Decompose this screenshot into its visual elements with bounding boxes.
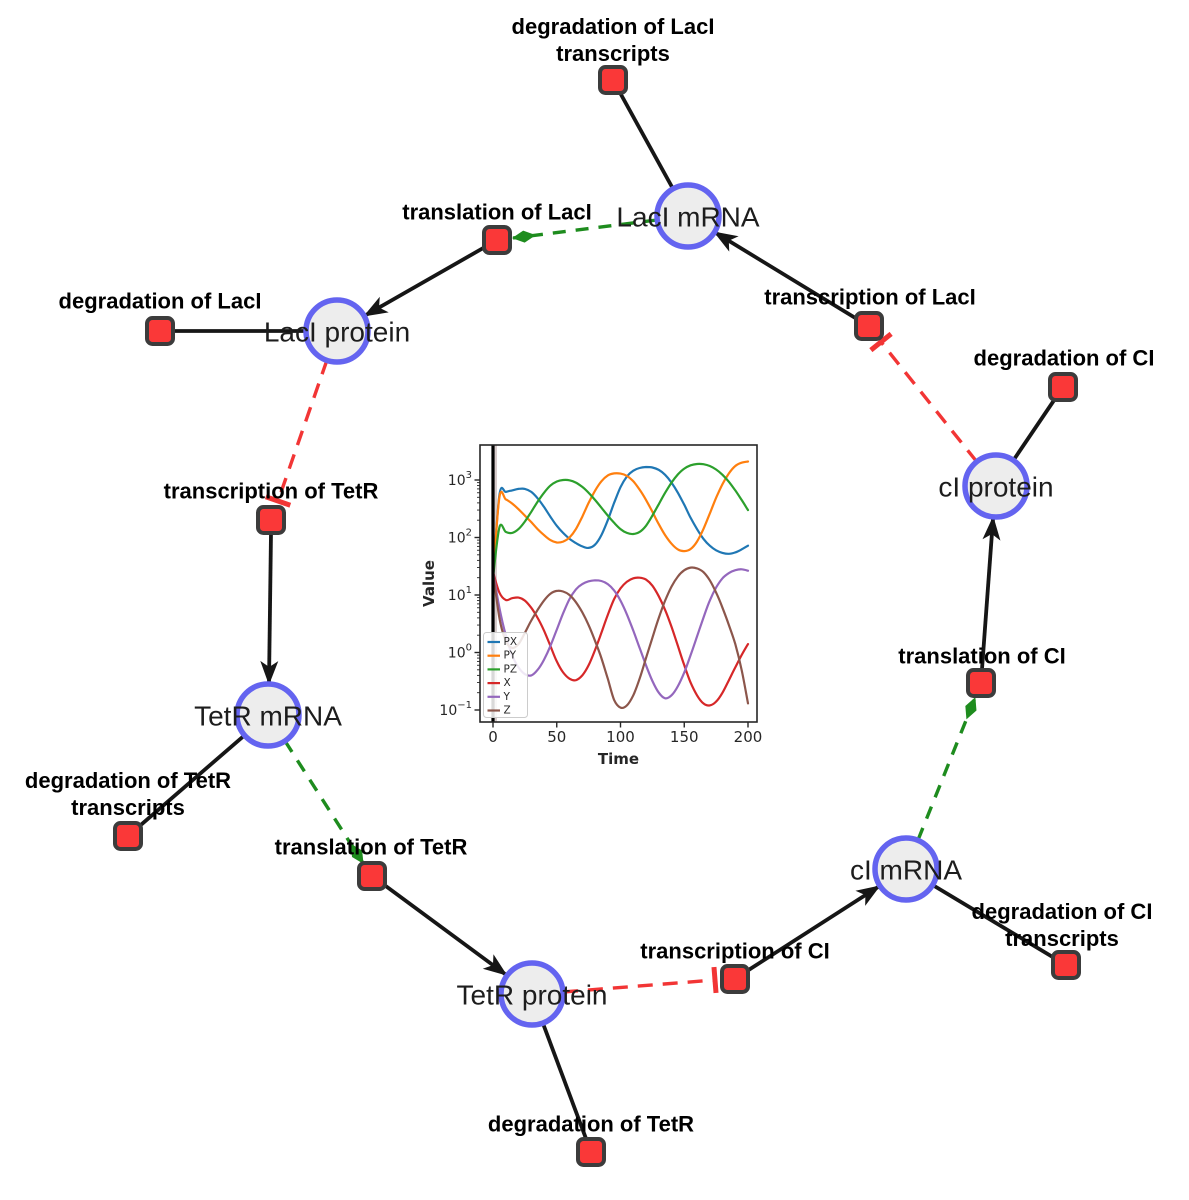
species-node-laci-mrna (654, 182, 722, 250)
chart-series-PZ (491, 462, 750, 579)
chart-y-tick-label: 101 (448, 585, 472, 604)
reaction-label-transcription-ci: transcription of CI (640, 939, 829, 964)
chart-series-PY (491, 460, 750, 579)
legend-label-PY: PY (504, 650, 517, 662)
edge-arrow-translation-ci-to-ci-protein (980, 516, 1001, 670)
species-node-tetr-protein (498, 960, 566, 1028)
reaction-node-transcription-ci (720, 964, 750, 994)
chart-y-tick-label: 100 (448, 643, 472, 662)
edge-arrow-translation-tetr-to-tetr-protein (381, 882, 508, 976)
edge-arrow-translation-laci-to-laci-protein (363, 245, 486, 317)
reaction-label-deg-tetr-transcripts: degradation of TetR transcripts (25, 768, 231, 820)
chart-x-axis-label: Time (598, 750, 639, 768)
reaction-node-deg-tetr-transcripts (113, 821, 143, 851)
chart-x-tick-label: 50 (547, 728, 566, 746)
reaction-node-translation-tetr (357, 861, 387, 891)
reaction-node-transcription-laci (854, 311, 884, 341)
reaction-node-deg-tetr (576, 1137, 606, 1167)
legend-label-PZ: PZ (504, 663, 518, 675)
chart-x-tick-label: 200 (734, 728, 763, 746)
reaction-label-deg-ci-transcripts: degradation of CI transcripts (972, 899, 1153, 951)
reaction-node-deg-laci (145, 316, 175, 346)
species-label-tetr-protein: TetR protein (457, 980, 608, 1011)
edge-modifier-tetr-mrna-to-translation-tetr (283, 740, 365, 864)
reaction-node-deg-ci (1048, 372, 1078, 402)
chart-curves (491, 460, 750, 710)
chart-x-tick-label: 150 (670, 728, 699, 746)
species-label-laci-protein: LacI protein (264, 317, 410, 348)
reaction-label-deg-laci: degradation of LacI (59, 289, 262, 314)
legend-label-X: X (504, 677, 511, 689)
chart-series-Y (491, 568, 750, 700)
nodes-layer (113, 65, 1081, 1167)
reaction-node-translation-laci (482, 225, 512, 255)
reaction-label-deg-laci-transcripts: degradation of LacI transcripts (512, 14, 715, 66)
inset-chart: 0 50 100 150 20010−1100101102103TimeValuePXP… (420, 444, 763, 768)
species-label-laci-mrna: LacI mRNA (616, 202, 759, 233)
reaction-label-deg-tetr: degradation of TetR (488, 1112, 694, 1137)
legend-label-Z: Z (504, 705, 511, 717)
legend-label-Y: Y (503, 691, 511, 703)
reaction-node-translation-ci (966, 668, 996, 698)
chart-x-tick-label: 100 (606, 728, 635, 746)
chart-axes-box (479, 444, 758, 723)
edge-inhibition-ci-protein-to-transcription-laci (869, 331, 979, 464)
reaction-node-deg-laci-transcripts (598, 65, 628, 95)
edge-inhibition-tetr-protein-to-transcription-ci (562, 966, 719, 994)
species-label-ci-mrna: cI mRNA (850, 855, 962, 886)
edge-arrow-transcription-tetr-to-tetr-mrna (260, 532, 279, 685)
species-label-ci-protein: cI protein (938, 472, 1053, 503)
chart-y-tick-label: 102 (448, 528, 472, 547)
chart-y-axis-label: Value (420, 560, 438, 607)
reaction-label-transcription-laci: transcription of LacI (764, 285, 975, 310)
chart-series-X (491, 571, 750, 707)
chart-x-tick-label: 0 (488, 728, 498, 746)
chart-y-tick-label: 10−1 (439, 700, 472, 719)
species-node-tetr-mrna (234, 681, 302, 749)
reaction-label-transcription-tetr: transcription of TetR (164, 479, 379, 504)
reaction-node-transcription-tetr (256, 505, 286, 535)
chart-series-PX (491, 465, 750, 579)
labels-layer: LacI mRNA LacI protein TetR mRNA TetR prote… (25, 14, 1155, 1137)
species-label-tetr-mrna: TetR mRNA (194, 701, 342, 732)
reaction-label-translation-laci: translation of LacI (402, 200, 591, 225)
species-node-ci-mrna (872, 835, 940, 903)
legend-label-PX: PX (504, 636, 518, 648)
edge-modifier-ci-mrna-to-translation-ci (916, 697, 977, 841)
reaction-label-deg-ci: degradation of CI (974, 346, 1155, 371)
reaction-label-translation-tetr: translation of TetR (275, 835, 468, 860)
chart-y-tick-label: 103 (448, 470, 472, 489)
chart-series-Z (491, 566, 750, 710)
reaction-label-translation-ci: translation of CI (898, 644, 1065, 669)
edge-modifier-laci-mrna-to-translation-laci (512, 218, 658, 243)
edge-arrow-transcription-laci-to-laci-mrna (713, 231, 858, 321)
edge-arrow-transcription-ci-to-ci-mrna (745, 885, 881, 973)
species-node-laci-protein (303, 297, 371, 365)
species-node-ci-protein (962, 452, 1030, 520)
reaction-node-deg-ci-transcripts (1051, 950, 1081, 980)
